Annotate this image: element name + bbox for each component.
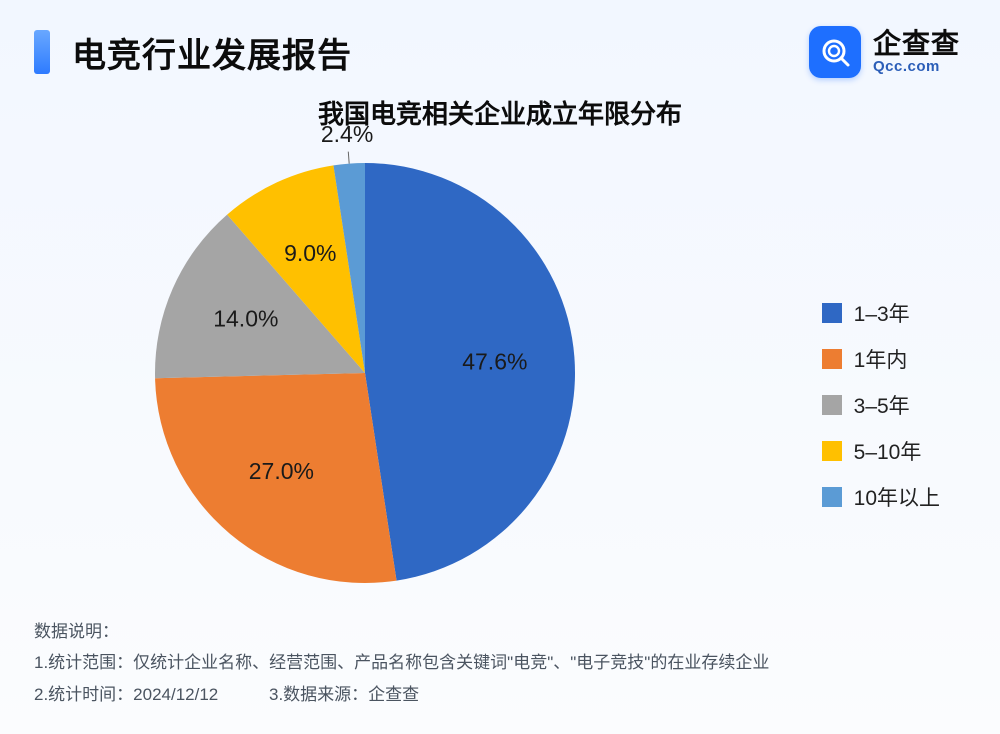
chart-area: 我国电竞相关企业成立年限分布 47.6% 27.0% 14.0% 9.0% 2.4% 1…	[0, 88, 1000, 618]
pie-slice-label: 2.4%	[321, 121, 373, 147]
title-group: 电竞行业发展报告	[34, 28, 352, 77]
legend-item: 1–3年	[822, 298, 940, 328]
legend-item: 5–10年	[822, 436, 940, 466]
notes-stat-time: 2.统计时间：2024/12/12	[34, 685, 218, 704]
title-accent-bar	[34, 30, 50, 74]
pie-slice-label: 9.0%	[284, 240, 336, 266]
header: 电竞行业发展报告 企查查 Qcc.com	[0, 0, 1000, 88]
legend-swatch	[822, 303, 842, 323]
legend-label: 1年内	[854, 344, 908, 374]
data-notes: 数据说明： 1.统计范围：仅统计企业名称、经营范围、产品名称包含关键词"电竞"、…	[34, 616, 769, 710]
notes-line-2: 2.统计时间：2024/12/12 3.数据来源：企查查	[34, 679, 769, 710]
pie-slice-label: 14.0%	[213, 306, 278, 332]
pie-slice-label: 27.0%	[249, 458, 314, 484]
pie-slice-label: 47.6%	[462, 348, 527, 374]
legend-swatch	[822, 441, 842, 461]
legend-swatch	[822, 349, 842, 369]
brand-block: 企查查 Qcc.com	[809, 26, 960, 78]
notes-line-1: 1.统计范围：仅统计企业名称、经营范围、产品名称包含关键词"电竞"、"电子竞技"…	[34, 647, 769, 678]
page-title: 电竞行业发展报告	[72, 28, 352, 77]
legend-swatch	[822, 395, 842, 415]
legend-label: 1–3年	[854, 298, 910, 328]
legend-label: 3–5年	[854, 390, 910, 420]
brand-name-cn: 企查查	[873, 29, 960, 58]
chart-legend: 1–3年 1年内 3–5年 5–10年 10年以上	[822, 298, 940, 512]
legend-swatch	[822, 487, 842, 507]
legend-item: 10年以上	[822, 482, 940, 512]
legend-label: 5–10年	[854, 436, 922, 466]
legend-item: 3–5年	[822, 390, 940, 420]
notes-source: 3.数据来源：企查查	[269, 685, 419, 704]
brand-name-en: Qcc.com	[873, 59, 960, 75]
chart-title: 我国电竞相关企业成立年限分布	[0, 94, 1000, 131]
notes-heading: 数据说明：	[34, 616, 769, 647]
brand-logo-icon	[809, 26, 861, 78]
pie-leader-line	[348, 152, 349, 164]
brand-text: 企查查 Qcc.com	[873, 29, 960, 74]
pie-chart: 47.6%27.0%14.0%9.0%2.4%	[140, 148, 590, 598]
legend-item: 1年内	[822, 344, 940, 374]
legend-label: 10年以上	[854, 482, 940, 512]
